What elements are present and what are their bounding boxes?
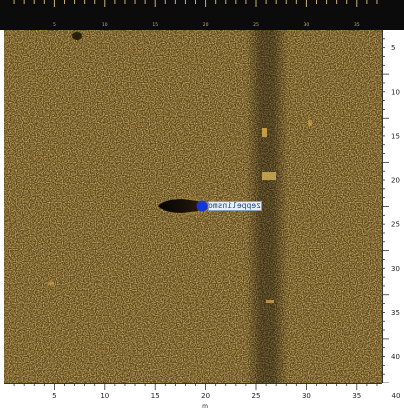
bottom-ruler-ticks: 5 10 15 20 25 30 35 40 m xyxy=(13,383,401,410)
side-ruler-label: 25 xyxy=(391,221,400,229)
bottom-ruler-label: 15 xyxy=(151,392,160,400)
top-ruler-label: 30 xyxy=(304,22,310,28)
target-marker-icon[interactable] xyxy=(196,200,208,212)
side-ruler-label: 30 xyxy=(391,265,400,273)
side-ruler-ticks: 5 10 15 20 25 30 35 40 xyxy=(382,38,400,384)
bottom-ruler xyxy=(0,383,404,412)
bottom-ruler-label: 35 xyxy=(352,392,361,400)
side-ruler-label: 35 xyxy=(391,309,400,317)
target-label: zeppelinsmonsters xyxy=(208,201,262,211)
bottom-ruler-label: 10 xyxy=(100,392,109,400)
side-ruler-label: 20 xyxy=(391,177,400,185)
top-ruler-label: 20 xyxy=(203,22,209,28)
bottom-ruler-label: 20 xyxy=(201,392,210,400)
top-ruler-label: 5 xyxy=(53,22,56,28)
top-ruler-label: 15 xyxy=(152,22,158,28)
top-ruler-label: 35 xyxy=(354,22,360,28)
top-ruler-ticks: 5 10 15 20 25 30 35 xyxy=(13,0,378,28)
side-ruler-label: 5 xyxy=(391,44,395,52)
top-ruler-label: 25 xyxy=(253,22,259,28)
top-ruler-bar xyxy=(0,0,404,30)
side-ruler-label: 10 xyxy=(391,88,400,96)
top-ruler-label: 10 xyxy=(102,22,108,28)
bottom-ruler-label: 30 xyxy=(302,392,311,400)
bottom-ruler-label: 40 xyxy=(392,392,401,400)
target-shadow xyxy=(158,199,200,213)
bottom-ruler-label: 5 xyxy=(52,392,56,400)
bottom-ruler-label: 25 xyxy=(252,392,261,400)
bottom-ruler-unit: m xyxy=(202,403,208,410)
sonar-image xyxy=(4,30,382,383)
side-ruler-label: 40 xyxy=(391,353,400,361)
side-ruler-label: 15 xyxy=(391,132,400,140)
